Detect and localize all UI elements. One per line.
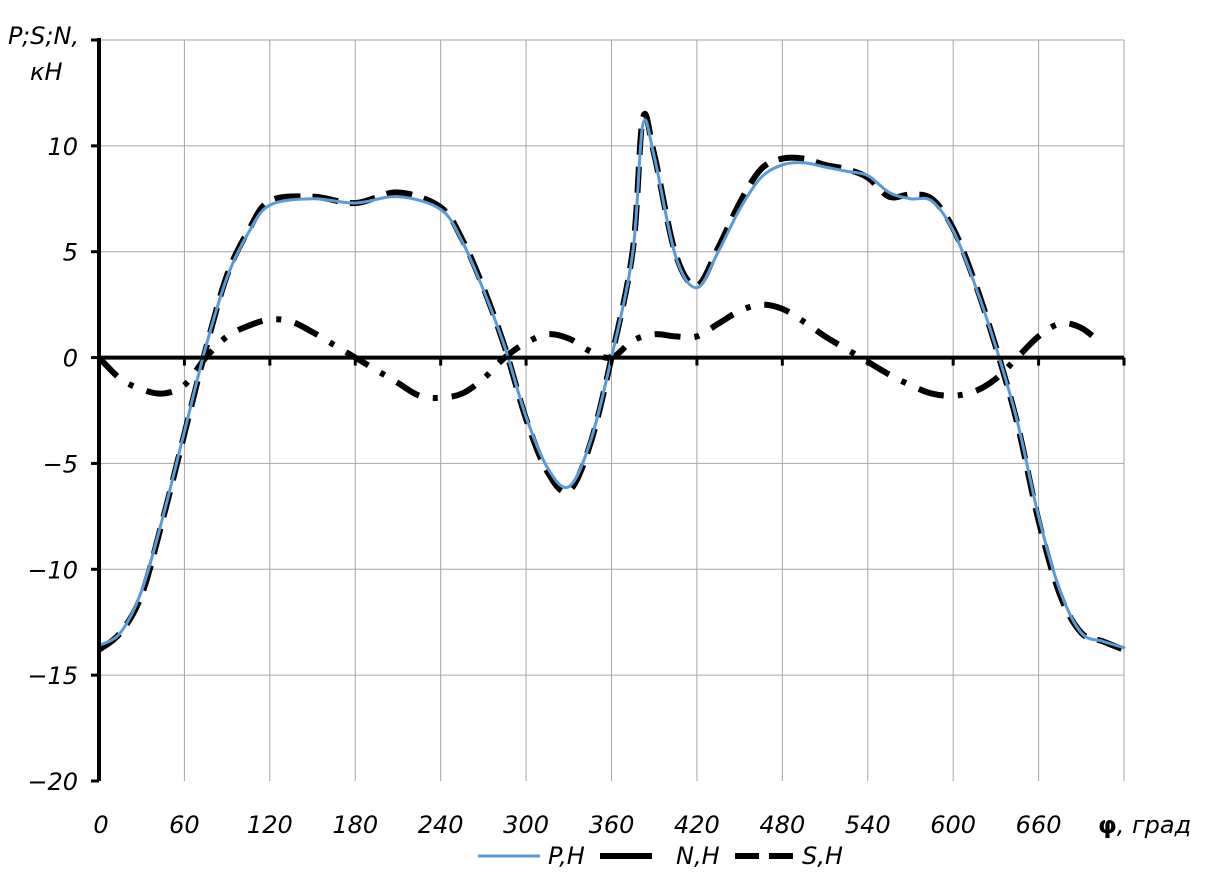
grid (99, 39, 1125, 781)
legend-label: P,H (548, 842, 585, 870)
y-tick-label: −5 (43, 450, 78, 478)
legend-label: N,H (676, 842, 720, 870)
x-axis-title-unit: , град (1117, 811, 1191, 839)
y-tick-label: 0 (63, 345, 78, 373)
series-line-ph (97, 118, 1126, 650)
x-axis-title-symbol: φ (1098, 811, 1117, 839)
series-line-nh (96, 301, 1105, 401)
axes (91, 38, 1126, 783)
x-tick-label: 660 (1016, 811, 1062, 839)
y-axis-title-line1: P;S;N, (8, 22, 79, 50)
x-tick-label: 420 (674, 811, 720, 839)
legend: P,H N,H S,H (478, 842, 843, 870)
y-tick-label: −10 (27, 556, 78, 584)
legend-label: S,H (802, 842, 843, 870)
x-tick-label: 480 (759, 811, 805, 839)
series-layer (96, 110, 1126, 653)
x-tick-label: 240 (418, 811, 464, 839)
x-tick-label: 540 (845, 811, 891, 839)
x-tick-label: 0 (93, 811, 108, 839)
x-tick-label: 360 (589, 811, 635, 839)
y-tick-label: 10 (47, 133, 78, 161)
y-axis-title-line2: кН (30, 58, 63, 86)
x-tick-label: 600 (930, 811, 976, 839)
x-tick-label: 120 (247, 811, 293, 839)
x-tick-label: 180 (332, 811, 378, 839)
y-tick-label: −15 (27, 662, 78, 690)
y-tick-label: 5 (63, 239, 78, 267)
x-tick-label: 60 (169, 811, 200, 839)
x-axis-title: φ, град (1098, 811, 1191, 839)
y-tick-label: −20 (27, 768, 78, 796)
x-tick-label: 300 (503, 811, 549, 839)
tick-labels: 0 60 120 180 240 300 360 420 480 540 600 660 10 5 0 −5 −… (27, 133, 1061, 839)
